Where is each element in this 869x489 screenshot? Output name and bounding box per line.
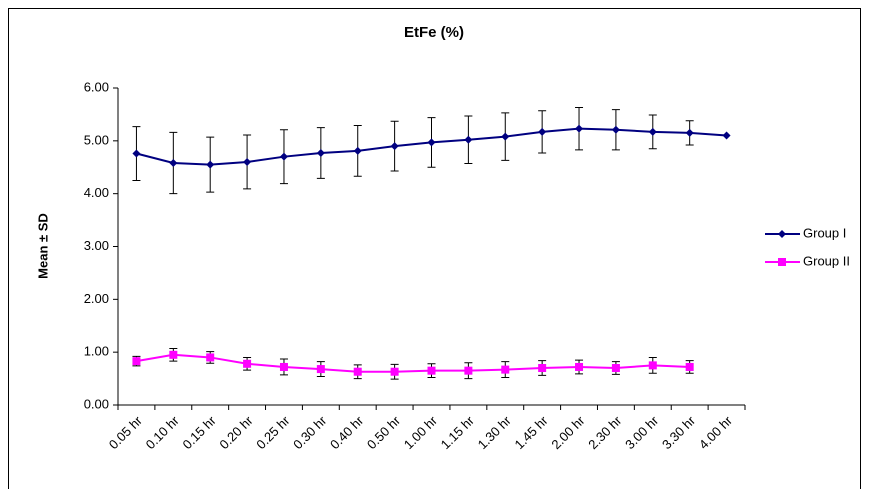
y-axis-label: Mean ± SD (35, 213, 50, 279)
point (169, 350, 178, 359)
point (132, 357, 141, 366)
chart-border (8, 8, 861, 489)
point (353, 367, 362, 376)
point (648, 361, 657, 370)
y-tick-label: 1.00 (84, 344, 109, 359)
point (575, 124, 584, 133)
legend-label: Group II (803, 253, 850, 268)
point (501, 365, 510, 374)
point (648, 127, 657, 136)
point (611, 125, 620, 134)
point (316, 148, 325, 157)
y-tick-label: 0.00 (84, 396, 109, 411)
point (427, 366, 436, 375)
point (685, 362, 694, 371)
point (390, 367, 399, 376)
point (611, 364, 620, 373)
legend-marker (778, 258, 786, 266)
y-tick-label: 5.00 (84, 132, 109, 147)
point (722, 131, 731, 140)
point (132, 149, 141, 158)
point (316, 365, 325, 374)
point (538, 364, 547, 373)
y-tick-label: 2.00 (84, 291, 109, 306)
point (243, 359, 252, 368)
point (279, 362, 288, 371)
point (464, 135, 473, 144)
point (243, 157, 252, 166)
point (464, 366, 473, 375)
chart-title: EtFe (%) (404, 24, 464, 41)
point (501, 132, 510, 141)
point (169, 159, 178, 168)
legend-marker (778, 230, 786, 238)
legend-label: Group I (803, 225, 846, 240)
y-tick-label: 4.00 (84, 185, 109, 200)
point (353, 146, 362, 155)
point (206, 160, 215, 169)
point (575, 362, 584, 371)
point (279, 152, 288, 161)
series-line (136, 353, 690, 373)
point (390, 142, 399, 151)
point (685, 128, 694, 137)
point (538, 127, 547, 136)
y-tick-label: 3.00 (84, 238, 109, 253)
y-tick-label: 6.00 (84, 79, 109, 94)
point (206, 353, 215, 362)
point (427, 138, 436, 147)
